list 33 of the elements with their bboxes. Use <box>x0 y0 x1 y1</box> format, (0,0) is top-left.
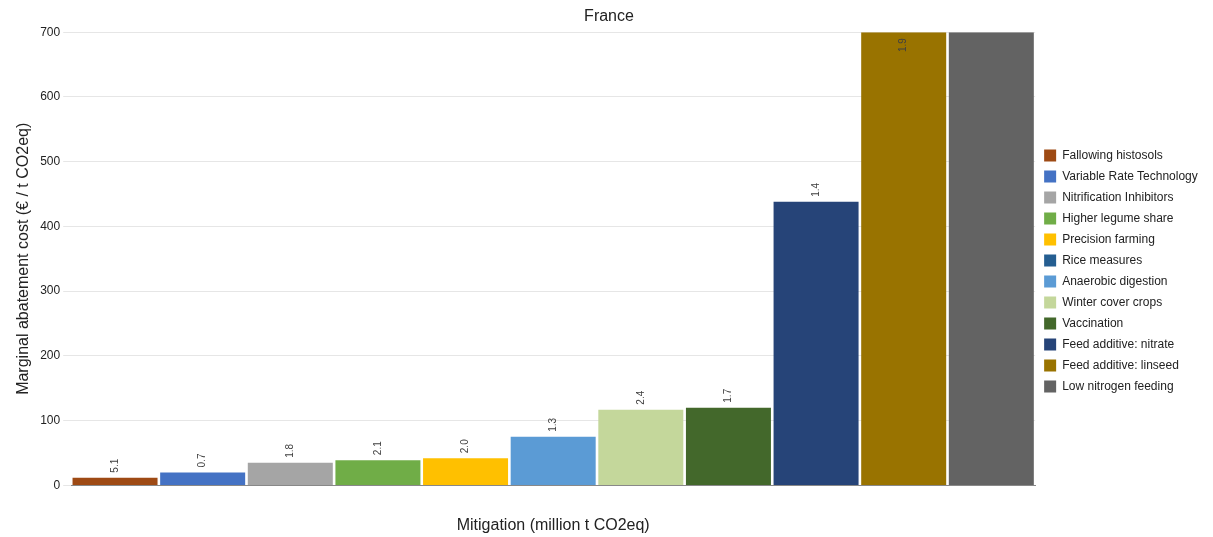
legend-label: Feed additive: linseed <box>1062 357 1179 372</box>
y-tick-label: 600 <box>40 89 61 104</box>
annotation: 1.9 <box>897 37 909 53</box>
annotation: 1.7 <box>722 388 734 403</box>
x-axis-title: Mitigation (million t CO2eq) <box>456 515 650 533</box>
legend-label: Vaccination <box>1062 315 1124 330</box>
annotation: 2.1 <box>371 440 383 456</box>
annotation: 1.3 <box>546 417 558 432</box>
annotation: 2.0 <box>459 438 471 454</box>
y-tick-label: 500 <box>40 154 61 168</box>
legend-label: Low nitrogen feeding <box>1062 378 1174 393</box>
annotation: 0.7 <box>196 453 208 468</box>
legend-label: Precision farming <box>1062 231 1155 246</box>
legend-label: Winter cover crops <box>1062 294 1163 309</box>
annotation: 5.1 <box>108 458 120 473</box>
annotation: 1.8 <box>284 443 296 458</box>
y-tick-label: 700 <box>40 24 61 39</box>
annotation: 2.4 <box>634 390 646 405</box>
legend-label: Rice measures <box>1062 252 1143 267</box>
y-tick-label: 300 <box>40 283 61 298</box>
annotation: 1.4 <box>809 182 821 197</box>
y-axis-title: Marginal abatement cost (€ / t CO2eq) <box>14 122 32 395</box>
y-tick-label: 200 <box>40 348 61 363</box>
y-tick-label: 100 <box>40 412 61 427</box>
y-tick-label: 0 <box>53 477 61 492</box>
legend-label: Feed additive: nitrate <box>1062 336 1175 351</box>
y-tick-label: 400 <box>40 218 61 233</box>
chart-title: France <box>584 7 634 25</box>
legend-label: Fallowing histosols <box>1062 147 1163 162</box>
legend-label: Higher legume share <box>1062 210 1174 225</box>
legend-label: Anaerobic digestion <box>1062 273 1168 288</box>
legend-label: Variable Rate Technology <box>1062 168 1198 183</box>
legend-label: Nitrification Inhibitors <box>1062 189 1174 204</box>
